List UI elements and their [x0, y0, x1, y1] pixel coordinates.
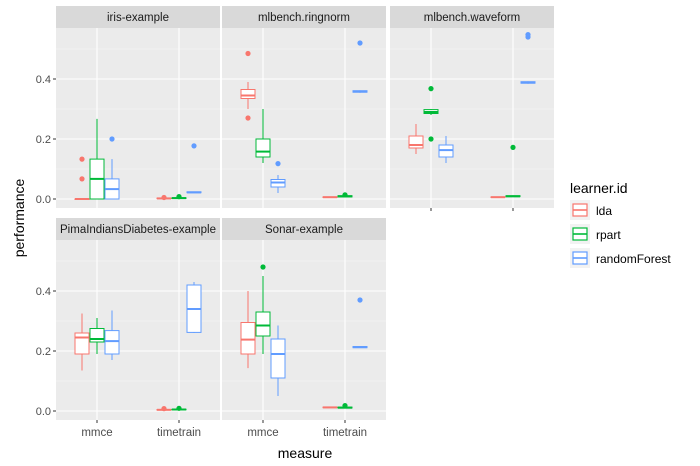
- facet-title: mlbench.ringnorm: [258, 12, 350, 24]
- boxplot-mmce-lda: [408, 124, 424, 154]
- boxplot-mmce-randomForest: [104, 136, 120, 200]
- x-tick-label: timetrain: [157, 427, 201, 439]
- y-tick-label: 0.2: [36, 134, 51, 146]
- boxplot-mmce-rpart: [423, 86, 439, 142]
- facet-strip: [56, 6, 220, 28]
- facet-title: iris-example: [107, 12, 169, 24]
- boxplot-timetrain-rpart: [171, 405, 187, 411]
- boxplot-timetrain-lda: [490, 196, 506, 199]
- legend: learner.id lda rpart randomForest: [570, 180, 671, 268]
- facet-strip: [222, 6, 386, 28]
- boxplot-timetrain-randomForest: [352, 40, 368, 93]
- y-tick-label: 0.4: [36, 74, 51, 86]
- box-iqr: [270, 338, 286, 379]
- facet-panel-1: mlbench.ringnorm: [222, 6, 386, 208]
- boxplot-timetrain-lda: [322, 196, 338, 199]
- outlier-point: [342, 192, 348, 198]
- boxplot-timetrain-lda: [156, 406, 172, 412]
- boxplot-mmce-lda: [240, 291, 256, 369]
- outlier-point: [428, 86, 434, 92]
- y-tick-label: 0.4: [36, 286, 51, 298]
- boxplot-timetrain-randomForest: [186, 282, 202, 333]
- panel-background: [390, 28, 554, 208]
- boxplot-mmce-rpart: [255, 264, 271, 354]
- y-tick-label: 0.2: [36, 346, 51, 358]
- boxplot-mmce-randomForest: [270, 161, 286, 193]
- y-tick-label: 0.0: [36, 194, 51, 206]
- facet-panel-3: PimaIndiansDiabetes-example 0.0 0.2 0.4 mmce…: [36, 218, 220, 439]
- legend-label: lda: [596, 204, 612, 218]
- facet-title: Sonar-example: [265, 224, 343, 236]
- boxplot-timetrain-rpart: [505, 144, 521, 198]
- outlier-point: [357, 40, 363, 46]
- legend-label: randomForest: [596, 252, 671, 266]
- boxplot-timetrain-randomForest: [186, 143, 202, 194]
- legend-item-lda: lda: [570, 200, 612, 220]
- boxplot-timetrain-lda: [322, 406, 338, 409]
- outlier-point: [161, 406, 167, 412]
- box-iqr: [104, 330, 120, 355]
- y-axis-title: performance: [11, 178, 27, 257]
- boxplot-timetrain-randomForest: [352, 297, 368, 349]
- facet-title: mlbench.waveform: [424, 12, 521, 24]
- facet-panel-2: mlbench.waveform: [390, 6, 554, 211]
- outlier-point: [191, 143, 197, 149]
- boxplot-mmce-randomForest: [270, 325, 286, 396]
- box-iqr: [255, 311, 271, 337]
- boxplot-timetrain-rpart: [337, 192, 353, 198]
- boxplot-mmce-rpart: [89, 318, 105, 354]
- boxplot-timetrain-randomForest: [520, 31, 536, 84]
- outlier-point: [176, 194, 182, 200]
- outlier-point: [176, 405, 182, 411]
- boxplot-mmce-lda: [74, 313, 90, 371]
- box-iqr: [255, 138, 271, 158]
- facet-panel-0: iris-example 0.0 0.2 0.4: [36, 6, 220, 208]
- facet-strip: [56, 218, 220, 240]
- outlier-point: [245, 50, 251, 57]
- boxplot-mmce-randomForest: [438, 136, 454, 163]
- outlier-point: [357, 297, 363, 303]
- x-axis-title: measure: [278, 445, 333, 461]
- boxplot-mmce-randomForest: [104, 310, 120, 360]
- box-iqr: [408, 135, 424, 149]
- boxplot-mmce-lda: [240, 50, 256, 121]
- outlier-point: [525, 31, 531, 38]
- outlier-point: [109, 136, 115, 142]
- facet-panel-4: Sonar-example mmce timetrain: [222, 218, 386, 439]
- legend-title: learner.id: [570, 180, 628, 196]
- boxplot-mmce-lda: [74, 156, 90, 200]
- outlier-point: [428, 136, 434, 142]
- y-tick-label: 0.0: [36, 406, 51, 418]
- x-tick-label: timetrain: [323, 427, 367, 439]
- box-iqr: [74, 332, 90, 355]
- outlier-point: [79, 156, 85, 162]
- boxplot-mmce-rpart: [89, 118, 105, 200]
- boxplot-timetrain-lda: [156, 194, 172, 201]
- facet-strip: [390, 6, 554, 28]
- outlier-point: [275, 161, 281, 167]
- outlier-point: [510, 144, 516, 150]
- boxplot-timetrain-rpart: [171, 194, 187, 200]
- legend-label: rpart: [596, 228, 621, 242]
- outlier-point: [260, 264, 266, 270]
- box-iqr: [240, 89, 256, 99]
- outlier-point: [245, 115, 251, 121]
- x-tick-label: mmce: [247, 427, 278, 439]
- outlier-point: [342, 403, 348, 409]
- outlier-point: [79, 176, 85, 182]
- outlier-point: [161, 194, 167, 201]
- facet-title: PimaIndiansDiabetes-example: [60, 224, 216, 236]
- legend-item-rpart: rpart: [570, 224, 621, 244]
- boxplot-timetrain-rpart: [337, 403, 353, 409]
- facet-strip: [222, 218, 386, 240]
- x-tick-label: mmce: [81, 427, 112, 439]
- legend-item-randomForest: randomForest: [570, 248, 671, 268]
- boxplot-mmce-rpart: [255, 109, 271, 163]
- box-iqr: [240, 322, 256, 355]
